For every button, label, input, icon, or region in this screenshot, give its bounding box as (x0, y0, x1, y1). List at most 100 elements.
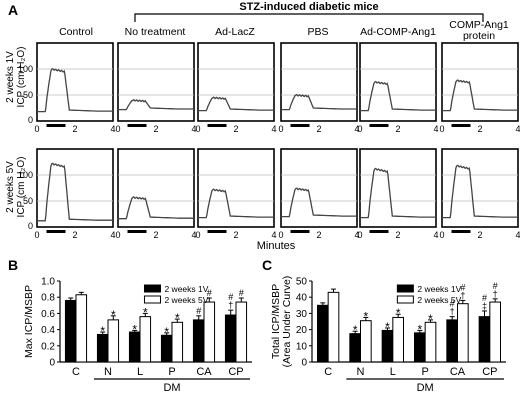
trace-xtick-0: 0 (34, 230, 39, 240)
stimulation-bar (290, 230, 310, 233)
trace-xtick-4: 4 (110, 230, 115, 240)
trace-xtick-2: 2 (233, 124, 238, 134)
bar-5v-L (139, 316, 152, 363)
bar-5v-CA (203, 301, 216, 363)
y-tick-label: 1.0 (41, 277, 55, 288)
y-axis-label: Max ICP/MSBP (23, 285, 35, 358)
significance-marker: * (132, 322, 137, 336)
stimulation-bar (369, 230, 389, 233)
y-tick-label: 40 (296, 293, 308, 304)
trace-xtick-4: 4 (191, 230, 196, 240)
significance-marker: ‡ (482, 301, 487, 311)
dm-group-label: DM (417, 382, 434, 394)
y-axis-label: Total ICP/MSBP (270, 284, 282, 359)
significance-marker: * (111, 308, 116, 322)
column-title-pbs: PBS (307, 26, 328, 38)
bar-5v-P (424, 321, 437, 363)
x-tick-label-CA: CA (450, 366, 466, 378)
y-tick-label: 50 (296, 277, 308, 288)
trace-xtick-2: 2 (153, 230, 158, 240)
legend-swatch-5v (396, 295, 414, 304)
trace-panel-5v-6: 0 2 4 (439, 148, 520, 240)
bar-5v-CA (457, 303, 469, 363)
significance-marker: # (450, 299, 455, 309)
dm-group-label: DM (163, 382, 180, 394)
bracket-title: STZ-induced diabetic mice (239, 1, 378, 13)
trace-xtick-2: 2 (395, 124, 400, 134)
trace-xtick-0: 0 (115, 230, 120, 240)
y-tick-label: 0 (49, 358, 55, 369)
x-tick-label-N: N (104, 366, 112, 378)
legend-label-5v: 2 weeks 5V (417, 295, 461, 305)
x-tick-label-C: C (72, 366, 80, 378)
significance-marker: * (363, 309, 368, 323)
stimulation-bar (369, 124, 389, 127)
trace-frame (36, 148, 114, 228)
x-tick-label-P: P (168, 366, 175, 378)
significance-marker: # (196, 306, 201, 316)
y-tick-label: 10 (296, 341, 308, 352)
bar-5v-P (171, 321, 184, 363)
icp-trace-line (118, 196, 194, 220)
icp-trace-line (360, 167, 436, 219)
bar-1v-C (316, 304, 329, 363)
icp-trace-line (198, 188, 274, 219)
trace-row1-yticks: 0 50 100 (18, 64, 33, 125)
bar-1v-CA (446, 319, 458, 363)
trace-xtick-0: 0 (115, 124, 120, 134)
trace-xtick-2: 2 (477, 230, 482, 240)
legend-label-1v: 2 weeks 1V (417, 284, 461, 294)
trace-panel-5v-1: 0 2 4 (34, 148, 116, 240)
ytick-row2-100: 100 (18, 170, 33, 180)
x-tick-label-C: C (324, 366, 332, 378)
bar-5v-L (392, 316, 405, 363)
column-title-comp-ang1: COMP-Ang1 (449, 19, 509, 31)
significance-marker: * (428, 312, 433, 326)
chart-c-total-icp: 0 10 20 30 40 50 Total ICP/MSBP (Area Under Cur… (270, 276, 506, 394)
bar-1v-CA (192, 319, 205, 363)
trace-frame (280, 148, 358, 228)
trace-xtick-4: 4 (354, 124, 359, 134)
trace-xtick-4: 4 (271, 124, 276, 134)
trace-xtick-2: 2 (72, 230, 77, 240)
panel-c-label: C (262, 257, 272, 273)
trace-xtick-0: 0 (357, 230, 362, 240)
icp-trace-line (37, 162, 113, 222)
legend-swatch-1v (143, 284, 161, 293)
trace-xtick-2: 2 (233, 230, 238, 240)
x-tick-label-L: L (137, 366, 143, 378)
legend-swatch-5v (143, 295, 161, 304)
trace-panel-1v-1: 0 2 4 (34, 42, 116, 134)
legend-label-5v: 2 weeks 5V (164, 295, 208, 305)
icp-trace-line (37, 67, 113, 113)
icp-trace-line (281, 93, 357, 111)
trace-row2-yticks: 0 50 100 (18, 170, 33, 231)
stimulation-bar (451, 124, 471, 127)
panel-a-label: A (8, 2, 18, 18)
x-tick-label-CP: CP (228, 366, 243, 378)
stimulation-bar (46, 230, 66, 233)
ytick-row1-100: 100 (18, 64, 33, 74)
column-titles: Control No treatment Ad-LacZ PBS Ad-COMP… (59, 19, 509, 42)
significance-marker: # (239, 288, 244, 298)
bar-1v-C (64, 299, 77, 363)
trace-xtick-0: 0 (439, 230, 444, 240)
significance-marker: * (100, 324, 105, 338)
ytick-row2-50: 50 (23, 196, 33, 206)
treatment-bracket: STZ-induced diabetic mice (134, 1, 484, 22)
stimulation-bar (290, 124, 310, 127)
trace-panel-1v-6: 0 2 4 (439, 42, 520, 134)
legend-swatch-1v (396, 284, 414, 293)
significance-marker: * (353, 323, 358, 337)
trace-xtick-0: 0 (278, 124, 283, 134)
significance-marker: * (396, 306, 401, 320)
x-tick-label-L: L (390, 366, 396, 378)
trace-panel-1v-3: 0 2 4 (195, 42, 277, 134)
trace-panel-1v-5: 0 2 4 (357, 42, 439, 134)
trace-frame (359, 42, 437, 122)
trace-xtick-0: 0 (278, 230, 283, 240)
trace-xtick-4: 4 (271, 230, 276, 240)
significance-marker: † (493, 289, 498, 299)
icp-trace-line (360, 80, 436, 112)
column-title-control: Control (59, 26, 93, 38)
